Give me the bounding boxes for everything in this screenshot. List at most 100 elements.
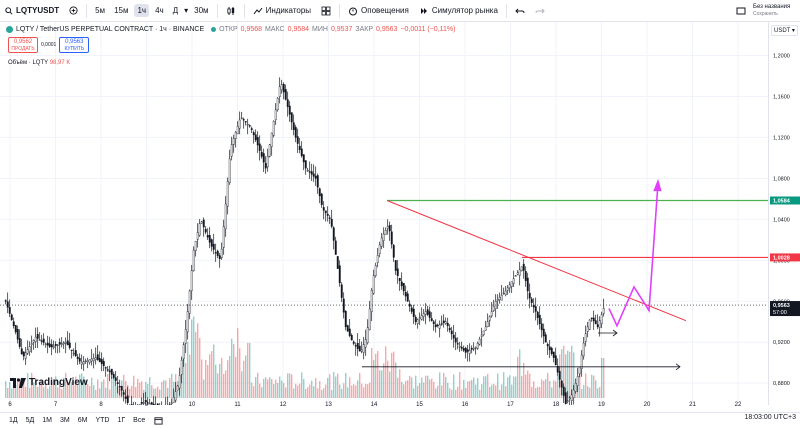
layout-icon[interactable] xyxy=(736,6,746,16)
candle-body xyxy=(184,329,187,344)
volume-bar xyxy=(541,379,543,398)
volume-bar xyxy=(527,370,529,398)
compare-button[interactable] xyxy=(64,0,83,22)
candle-body xyxy=(468,350,471,354)
candle-body xyxy=(40,340,43,342)
volume-bar xyxy=(329,374,331,398)
candle-body xyxy=(118,386,121,388)
volume-bar xyxy=(41,380,43,398)
range-5[interactable]: YTD xyxy=(95,417,110,424)
candle-body xyxy=(436,324,439,327)
candle-body xyxy=(510,281,513,287)
chevron-down-icon[interactable]: ▾ xyxy=(184,6,189,15)
candle-body xyxy=(432,321,435,324)
chart-area[interactable] xyxy=(0,22,784,425)
volume-bar xyxy=(459,372,461,398)
candle-body xyxy=(438,324,441,329)
volume-bar xyxy=(263,378,265,398)
layout-name[interactable]: Без названия Сохранить xyxy=(753,4,790,18)
alerts-button[interactable]: Оповещения xyxy=(343,0,414,22)
redo-button[interactable] xyxy=(530,0,550,22)
price-axis: 1,20001,16001,12001,08001,04001,00000,96… xyxy=(770,54,800,387)
timeframe-5[interactable]: 30м xyxy=(194,6,209,15)
candle-body xyxy=(302,154,305,163)
candle-body xyxy=(252,132,255,136)
volume-bar xyxy=(259,383,261,398)
currency-selector[interactable]: USDT ▾ xyxy=(771,25,798,36)
indicators-button[interactable]: Индикаторы xyxy=(248,0,316,22)
volume-bar xyxy=(419,383,421,398)
replay-button[interactable]: Симулятор рынка xyxy=(414,0,503,22)
candle-body xyxy=(572,389,575,398)
candle-body xyxy=(308,171,311,173)
range-0[interactable]: 1Д xyxy=(9,417,18,424)
candle-body xyxy=(270,132,273,147)
candle-body xyxy=(396,268,399,276)
currency-label: USDT xyxy=(774,28,791,34)
timeframe-0[interactable]: 5м xyxy=(95,6,106,15)
volume-bar xyxy=(485,376,487,398)
candle-body xyxy=(568,397,571,400)
timeframe-2[interactable]: 1ч xyxy=(134,4,150,17)
candle-body xyxy=(526,277,529,292)
clock[interactable]: 18:03:00 UTC+3 xyxy=(744,414,796,421)
candle-body xyxy=(352,341,355,344)
volume-bar xyxy=(347,387,349,398)
time-axis[interactable]: 67891011121314151617181920212223 xyxy=(0,398,768,410)
timeframe-3[interactable]: 4ч xyxy=(155,6,164,15)
volume-bar xyxy=(109,389,111,398)
range-4[interactable]: 6М xyxy=(77,417,88,424)
candle-body xyxy=(56,344,59,346)
timeframe-1[interactable]: 15м xyxy=(114,6,129,15)
goto-date-icon[interactable] xyxy=(154,416,163,425)
volume-bar xyxy=(353,384,355,398)
candle-body xyxy=(406,293,409,302)
volume-bar xyxy=(501,384,503,398)
volume-bar xyxy=(445,376,447,398)
top-toolbar: LQTYUSDT 5м 15м 1ч 4ч Д ▾ 30м Индикаторы Опове… xyxy=(0,0,800,22)
candle-body xyxy=(50,344,53,348)
alerts-label: Оповещения xyxy=(361,6,409,15)
open-label: ОТКР xyxy=(219,26,238,33)
candle-body xyxy=(58,342,61,345)
range-6[interactable]: 1Г xyxy=(117,417,126,424)
candle-body xyxy=(558,371,561,380)
projection-path xyxy=(608,183,659,328)
chart-canvas[interactable] xyxy=(0,22,784,425)
volume-bar xyxy=(599,387,601,398)
candle-body xyxy=(228,158,231,184)
sell-button[interactable]: 0,9562 ПРОДАТЬ xyxy=(8,37,38,53)
range-3[interactable]: 3М xyxy=(60,417,70,424)
volume-bar xyxy=(133,375,135,398)
chart-type-button[interactable] xyxy=(221,0,241,22)
candle-body xyxy=(422,313,425,317)
open-value: 0,9568 xyxy=(240,26,263,33)
timeframe-4[interactable]: Д xyxy=(172,6,179,15)
candle-body xyxy=(54,344,57,346)
range-2[interactable]: 1М xyxy=(42,417,53,424)
range-1[interactable]: 5Д xyxy=(25,417,35,424)
candle-body xyxy=(14,325,17,333)
price-tag-bg xyxy=(770,253,800,262)
volume-bar xyxy=(361,383,363,398)
candle-body xyxy=(334,240,337,255)
legend-title: LQTY / TetherUS PERPETUAL CONTRACT · 1ч … xyxy=(16,26,205,33)
price-scale[interactable]: 1,20001,16001,12001,08001,04001,00000,96… xyxy=(768,22,800,405)
symbol-search[interactable]: LQTYUSDT xyxy=(0,0,64,22)
layouts-button[interactable] xyxy=(316,0,336,22)
volume-bar xyxy=(13,379,15,398)
volume-bar xyxy=(249,342,251,398)
candle-body xyxy=(338,265,341,284)
candle-body xyxy=(312,173,315,177)
candle-body xyxy=(212,243,215,250)
undo-button[interactable] xyxy=(510,0,530,22)
candle-body xyxy=(92,358,95,362)
time-tick-label: 14 xyxy=(371,402,378,408)
range-7[interactable]: Все xyxy=(133,417,146,424)
candle-body xyxy=(180,359,183,375)
volume-bar xyxy=(147,383,149,398)
divider xyxy=(505,3,507,18)
buy-button[interactable]: 0,9563 КУПИТЬ xyxy=(59,37,90,53)
replay-icon xyxy=(420,7,427,14)
volume-bar xyxy=(507,377,509,398)
